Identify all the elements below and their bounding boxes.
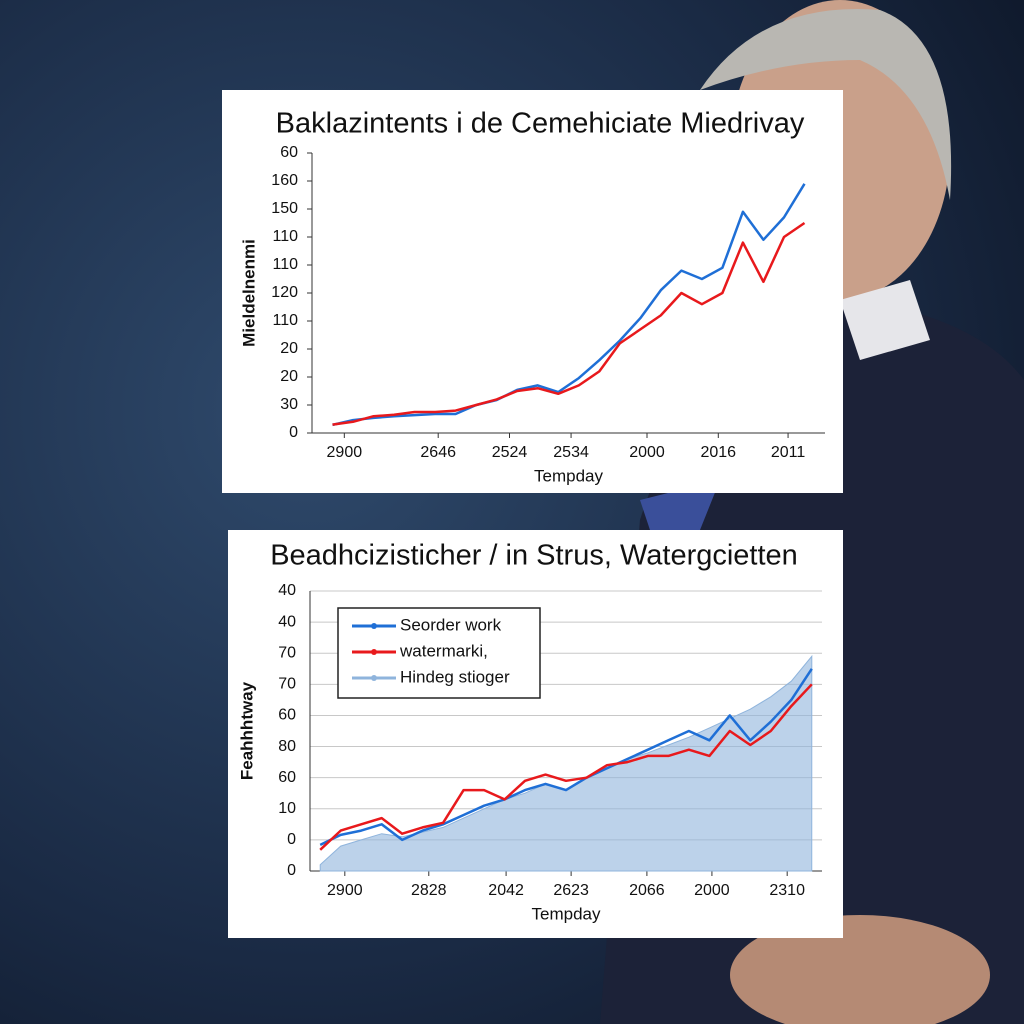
chart-panel — [222, 90, 843, 493]
line — [332, 221, 806, 426]
legend-label: watermarki, — [399, 641, 488, 660]
y-tick-label: 0 — [287, 862, 296, 879]
y-tick-label: 60 — [278, 769, 296, 786]
y-tick-label: 0 — [289, 424, 298, 441]
y-tick-label: 70 — [278, 676, 296, 693]
y-tick-label: 0 — [287, 831, 296, 848]
x-tick-label: 2828 — [411, 882, 447, 899]
legend-marker — [371, 649, 377, 655]
y-tick-label: 150 — [271, 200, 298, 217]
chart-title: Baklazintents i de Cemehiciate Miedrivay — [276, 108, 805, 140]
x-tick-label: 2623 — [553, 882, 589, 899]
y-tick-label: 30 — [280, 396, 298, 413]
x-tick-label: 2066 — [629, 882, 665, 899]
y-tick-label: 110 — [272, 228, 298, 245]
line — [319, 668, 813, 847]
x-tick-label: 2000 — [629, 444, 665, 461]
x-tick-label: 2534 — [553, 444, 589, 461]
y-tick-label: 70 — [278, 644, 296, 661]
y-tick-label: 20 — [280, 368, 298, 385]
line — [319, 683, 813, 851]
x-tick-label: 2646 — [420, 444, 456, 461]
x-tick-label: 2310 — [769, 882, 805, 899]
y-axis-label: Mieldelnenmi — [239, 239, 258, 347]
y-tick-label: 60 — [280, 144, 298, 161]
legend-label: Hindeg stioger — [400, 667, 510, 686]
x-axis-label: Tempday — [534, 466, 603, 485]
y-tick-label: 60 — [278, 707, 296, 724]
y-tick-label: 40 — [278, 613, 296, 630]
legend-marker — [371, 623, 377, 629]
y-tick-label: 110 — [272, 312, 298, 329]
chart-title: Beadhcizisticher / in Strus, Watergciett… — [270, 540, 798, 572]
y-tick-label: 40 — [278, 582, 296, 599]
y-tick-label: 120 — [271, 284, 298, 301]
y-tick-label: 110 — [272, 256, 298, 273]
line — [332, 183, 806, 427]
x-tick-label: 2900 — [327, 444, 363, 461]
y-tick-label: 160 — [271, 172, 298, 189]
x-tick-label: 2042 — [488, 882, 524, 899]
x-axis-label: Tempday — [532, 904, 601, 923]
legend-label: Seorder work — [400, 615, 502, 634]
legend-marker — [371, 675, 377, 681]
y-axis-label: Feahhhtway — [237, 681, 256, 780]
x-tick-label: 2011 — [771, 444, 806, 461]
y-tick-label: 80 — [278, 738, 296, 755]
x-tick-label: 2016 — [700, 444, 736, 461]
x-tick-label: 2524 — [492, 444, 528, 461]
y-tick-label: 20 — [280, 340, 298, 357]
y-tick-label: 10 — [278, 800, 296, 817]
x-tick-label: 2000 — [694, 882, 730, 899]
x-tick-label: 2900 — [327, 882, 363, 899]
